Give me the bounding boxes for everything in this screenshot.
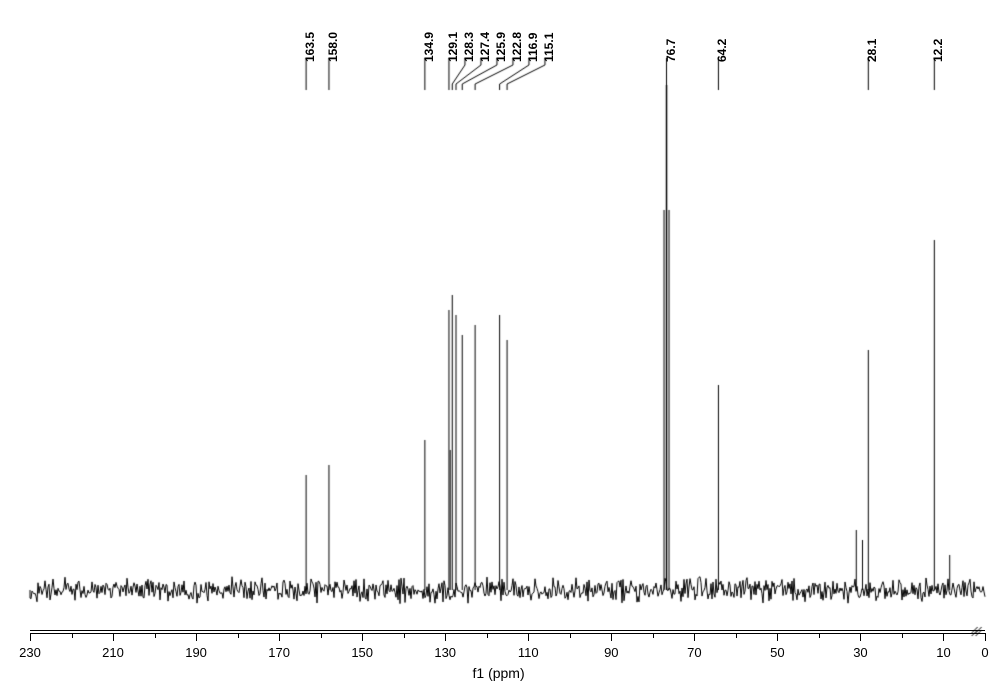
peak-label: 122.8 — [510, 32, 524, 62]
peak-label: 129.1 — [446, 32, 460, 62]
x-axis-minor-tick — [736, 633, 737, 638]
x-axis-line — [30, 633, 985, 634]
x-axis-tick-label: 190 — [185, 645, 207, 660]
x-axis-tick-label: 30 — [853, 645, 867, 660]
x-axis-minor-tick — [321, 633, 322, 638]
x-axis-tick — [445, 633, 446, 641]
x-axis-tick-label: 230 — [19, 645, 41, 660]
peak-label: 134.9 — [422, 32, 436, 62]
x-axis-tick — [777, 633, 778, 641]
x-axis-tick-label: 70 — [687, 645, 701, 660]
x-axis-tick — [113, 633, 114, 641]
x-axis-tick — [362, 633, 363, 641]
x-axis-tick — [196, 633, 197, 641]
x-axis-tick-label: 90 — [604, 645, 618, 660]
x-axis-tick — [694, 633, 695, 641]
x-axis-tick-label: 0 — [981, 645, 988, 660]
x-axis-tick-label: 130 — [434, 645, 456, 660]
peak-label: 158.0 — [326, 32, 340, 62]
peak-label: 127.4 — [478, 32, 492, 62]
peak-label: 115.1 — [542, 33, 556, 62]
x-axis-minor-tick — [404, 633, 405, 638]
x-axis-line — [30, 630, 985, 631]
peak-label: 128.3 — [462, 32, 476, 62]
x-axis-minor-tick — [819, 633, 820, 638]
x-axis-tick-label: 150 — [351, 645, 373, 660]
peak-label: 125.9 — [494, 32, 508, 62]
peak-label: 163.5 — [303, 32, 317, 62]
x-axis-tick — [943, 633, 944, 641]
x-axis-tick — [279, 633, 280, 641]
peak-label: 64.2 — [715, 39, 729, 62]
x-axis-minor-tick — [570, 633, 571, 638]
peak-label: 28.1 — [865, 39, 879, 62]
x-axis-tick-label: 50 — [770, 645, 784, 660]
peak-label: 12.2 — [931, 39, 945, 62]
x-axis-tick-label: 210 — [102, 645, 124, 660]
x-axis-minor-tick — [155, 633, 156, 638]
x-axis-tick — [528, 633, 529, 641]
x-axis-tick — [30, 633, 31, 641]
spectrum-baseline-noise — [0, 0, 1000, 695]
x-axis-tick — [611, 633, 612, 641]
x-axis-tick — [985, 633, 986, 641]
x-axis-minor-tick — [653, 633, 654, 638]
x-axis-tick-label: 170 — [268, 645, 290, 660]
x-axis-minor-tick — [72, 633, 73, 638]
x-axis-tick-label: 10 — [936, 645, 950, 660]
x-axis-tick-label: 110 — [518, 645, 539, 660]
x-axis-label: f1 (ppm) — [473, 665, 525, 681]
peak-label: 116.9 — [526, 33, 540, 62]
x-axis-minor-tick — [487, 633, 488, 638]
x-axis-minor-tick — [238, 633, 239, 638]
peak-label: 76.7 — [664, 39, 678, 62]
x-axis-minor-tick — [902, 633, 903, 638]
x-axis-tick — [860, 633, 861, 641]
